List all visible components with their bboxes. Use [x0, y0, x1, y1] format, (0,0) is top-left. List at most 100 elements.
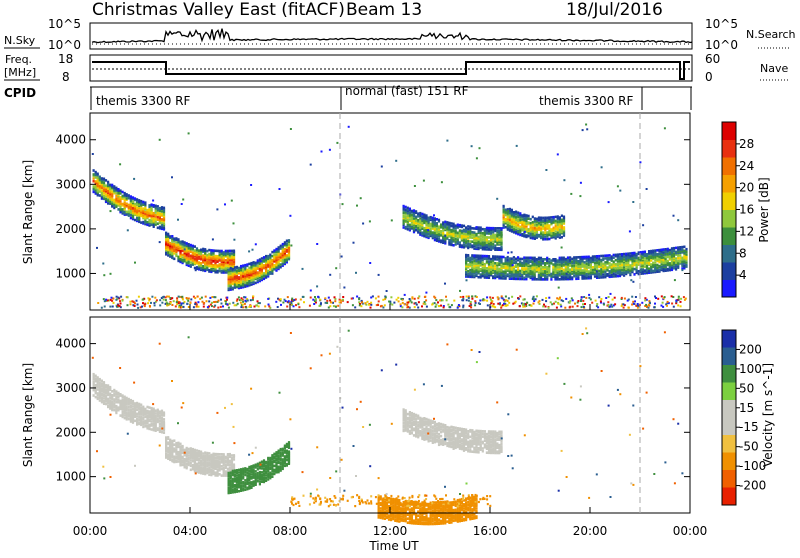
power-cell [539, 300, 541, 302]
velocity-cell [113, 389, 115, 392]
power-cell [500, 307, 502, 309]
power-y-tick-label: 4000 [55, 133, 86, 147]
power-cell [681, 246, 683, 249]
power-cell [93, 169, 95, 172]
power-cell [505, 265, 507, 268]
power-cell [120, 303, 122, 305]
power-cell [248, 250, 250, 252]
power-cell [553, 216, 555, 219]
power-cell [455, 230, 457, 233]
power-cell [569, 256, 571, 259]
power-cell [650, 259, 652, 262]
power-cell [590, 257, 592, 260]
power-cell [523, 214, 525, 217]
power-cell [414, 298, 416, 300]
power-cell [494, 274, 496, 277]
power-cell [517, 268, 519, 271]
power-cell [428, 225, 430, 228]
power-cell [230, 272, 232, 275]
velocity-cell [117, 392, 119, 395]
power-cell [290, 128, 292, 130]
power-cell [559, 278, 561, 281]
power-cell [555, 233, 557, 236]
power-cell [615, 259, 617, 262]
power-cell [594, 255, 596, 258]
velocity-cell [153, 408, 155, 411]
velocity-cell [155, 415, 157, 418]
power-cell [496, 227, 498, 230]
power-colorbar-tick-label: 20 [739, 181, 754, 195]
velocity-cell [130, 408, 132, 411]
power-cell [633, 260, 635, 263]
power-cell [561, 275, 563, 278]
power-cell [471, 231, 473, 234]
velocity-cell [103, 381, 105, 384]
power-cell [97, 189, 99, 192]
power-cell [257, 271, 259, 274]
power-cell [244, 300, 246, 302]
power-cell [604, 264, 606, 267]
power-cell [271, 259, 273, 262]
velocity-cell [99, 399, 101, 402]
power-cell [527, 257, 529, 260]
power-cell [434, 228, 436, 231]
power-cell [214, 262, 216, 265]
power-cell [436, 222, 438, 225]
power-cell [157, 227, 159, 230]
power-cell [684, 299, 686, 301]
power-cell [617, 263, 619, 266]
power-cell [559, 257, 561, 260]
velocity-cell [134, 408, 136, 411]
power-cell [677, 304, 679, 306]
power-cell [496, 230, 498, 233]
power-cell [525, 228, 527, 231]
power-cell [467, 231, 469, 234]
power-cell [352, 304, 354, 306]
power-cell [177, 244, 179, 247]
power-cell [507, 304, 509, 306]
power-cell [482, 261, 484, 264]
power-cell [521, 218, 523, 221]
power-cell [259, 268, 261, 271]
power-cell [126, 203, 128, 206]
power-cell [546, 217, 548, 220]
power-cell [569, 264, 571, 267]
power-cell [113, 199, 115, 202]
velocity-cell [163, 411, 165, 414]
power-cell [419, 220, 421, 223]
power-cell [93, 173, 95, 176]
power-cell [419, 217, 421, 220]
power-cell [250, 283, 252, 286]
power-cell [592, 271, 594, 274]
power-cell [600, 268, 602, 271]
power-cell [159, 299, 161, 301]
velocity-cell [167, 453, 169, 456]
power-cell [445, 296, 447, 298]
power-cell [467, 225, 469, 228]
power-cell [606, 254, 608, 257]
power-cell [473, 227, 475, 230]
power-cell [629, 272, 631, 275]
power-cell [217, 307, 219, 309]
power-cell [492, 275, 494, 278]
power-cell [111, 297, 113, 299]
power-cell [217, 264, 219, 267]
power-cell [221, 263, 223, 266]
power-cell [403, 226, 405, 229]
power-cell [650, 255, 652, 258]
velocity-cell [153, 426, 155, 429]
power-cell [430, 228, 432, 231]
power-cell [467, 263, 469, 266]
power-cell [250, 262, 252, 265]
power-cell [219, 259, 221, 262]
power-cell [432, 231, 434, 234]
power-cell [609, 262, 611, 265]
power-cell [633, 273, 635, 276]
power-cell [460, 296, 462, 298]
power-cell [552, 275, 554, 278]
power-cell [234, 266, 236, 269]
power-cell [411, 296, 413, 298]
power-cell [324, 297, 326, 299]
power-cell [555, 301, 557, 303]
velocity-cell [122, 410, 124, 413]
